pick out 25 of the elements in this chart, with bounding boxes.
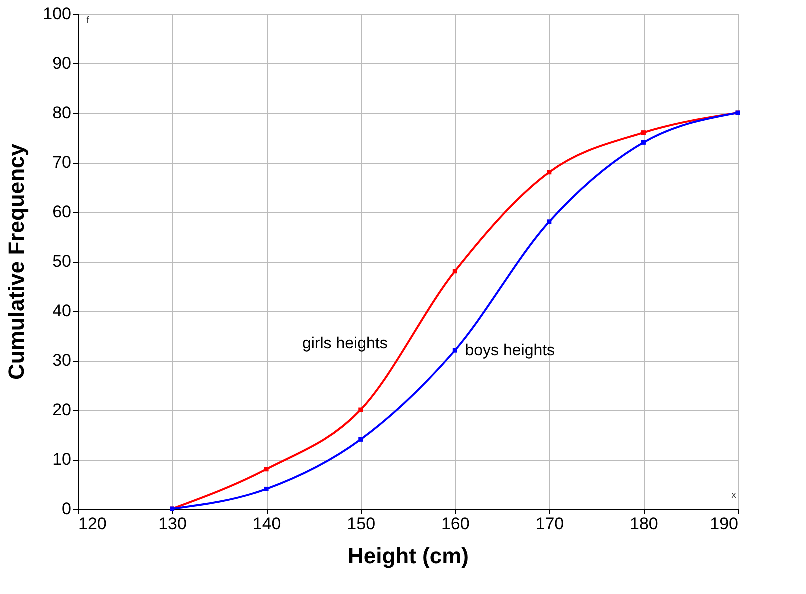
series-label: girls heights <box>302 335 388 352</box>
x-tick-label: 190 <box>710 514 738 534</box>
x-tick-label: 120 <box>78 514 107 534</box>
x-tick-label: 150 <box>347 514 376 534</box>
y-tick-label: 70 <box>52 153 72 172</box>
y-tick-label: 80 <box>52 104 72 122</box>
x-tick-label: 180 <box>630 514 658 534</box>
y-tick-label: 90 <box>52 54 72 73</box>
y-tick-label: 10 <box>52 450 72 469</box>
y-tick-label: 40 <box>52 302 72 320</box>
x-tick-label: 130 <box>158 514 187 534</box>
y-tick-label: 50 <box>52 252 72 271</box>
x-tick-label: 160 <box>441 514 470 534</box>
annotation: x <box>732 490 737 500</box>
y-tick-label: 100 <box>43 4 72 24</box>
y-axis-title: Cumulative Frequency <box>4 143 30 380</box>
annotation: f <box>86 15 90 25</box>
x-tick-label: 170 <box>536 514 564 534</box>
y-tick-label: 30 <box>52 351 72 370</box>
y-tick-label: 0 <box>62 500 72 518</box>
x-tick-label: 140 <box>252 514 282 534</box>
x-axis-title: Height (cm) <box>348 544 469 568</box>
y-tick-label: 20 <box>52 400 72 420</box>
series-label: boys heights <box>465 342 556 360</box>
y-tick-label: 60 <box>52 202 72 222</box>
